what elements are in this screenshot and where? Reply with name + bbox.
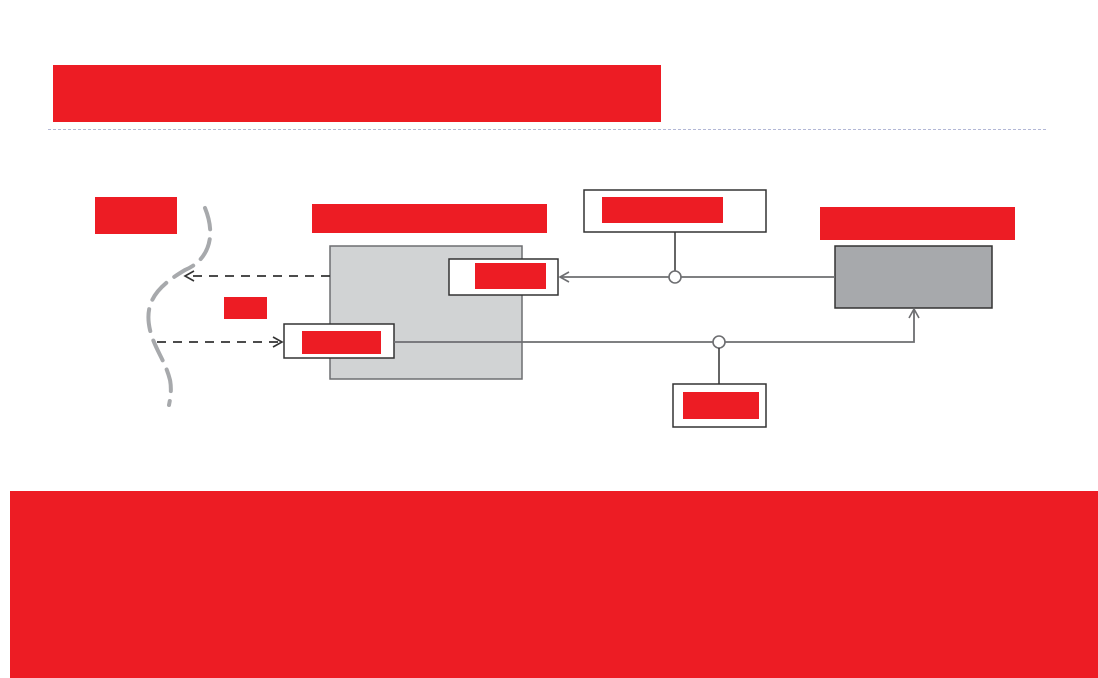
provided-port-label <box>302 331 381 354</box>
title-divider <box>48 129 1046 130</box>
lollipop-icon <box>668 270 682 284</box>
system-boundary-line <box>146 206 213 407</box>
top-interface-label <box>602 197 723 223</box>
main-component-label <box>312 204 547 233</box>
caption-redaction-block <box>10 491 1098 678</box>
uses-label <box>224 297 267 319</box>
provided-connector <box>394 307 920 343</box>
title-redaction-bar <box>53 65 661 122</box>
other-component-label <box>820 207 1015 240</box>
lollipop-icon <box>712 335 726 349</box>
required-port-label <box>475 263 546 289</box>
boundary-label <box>95 197 177 234</box>
bottom-interface-label <box>683 392 759 419</box>
other-component-box <box>834 245 993 309</box>
